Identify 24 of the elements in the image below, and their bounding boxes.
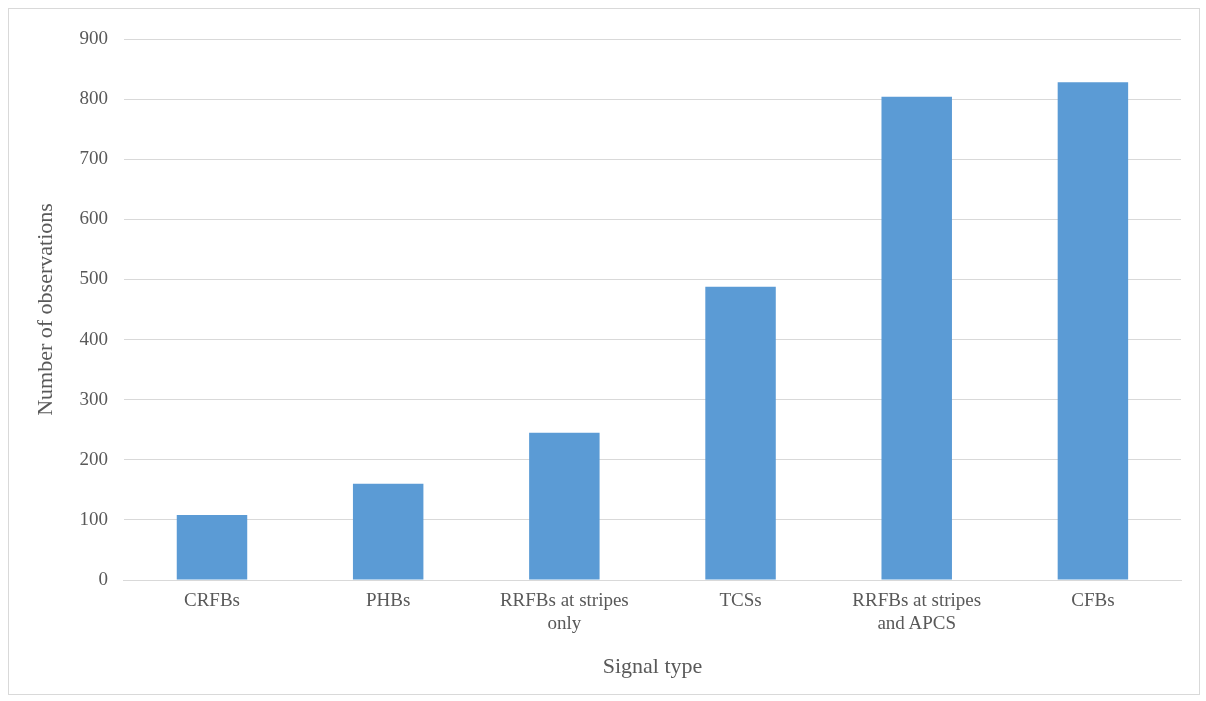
x-tick-label: CFBs — [1071, 589, 1115, 611]
x-axis-title: Signal type — [602, 652, 703, 678]
x-tick-label: RRFBs at stripes and APCS — [852, 589, 982, 634]
y-tick-label: 200 — [79, 447, 108, 469]
x-tick-label: PHBs — [366, 589, 411, 611]
y-tick-label: 500 — [79, 267, 108, 289]
y-tick-label: 600 — [79, 207, 108, 229]
y-tick-label: 900 — [79, 26, 108, 48]
y-tick-label: 100 — [79, 507, 108, 529]
x-tick-label: TCSs — [719, 589, 762, 611]
bar — [881, 96, 952, 580]
bar — [705, 286, 776, 580]
bar — [529, 432, 600, 580]
y-tick-label: 400 — [79, 327, 108, 349]
y-axis-title: Number of observations — [31, 203, 57, 416]
y-tick-label: 700 — [79, 147, 108, 169]
y-tick-label: 800 — [79, 87, 108, 109]
x-tick-label: CRFBs — [184, 589, 240, 611]
y-tick-label: 300 — [79, 387, 108, 409]
bar — [176, 515, 248, 580]
bar — [1057, 82, 1129, 580]
y-tick-label: 0 — [98, 567, 108, 589]
x-tick-label: RRFBs at stripes only — [499, 589, 629, 634]
bar — [352, 483, 424, 580]
